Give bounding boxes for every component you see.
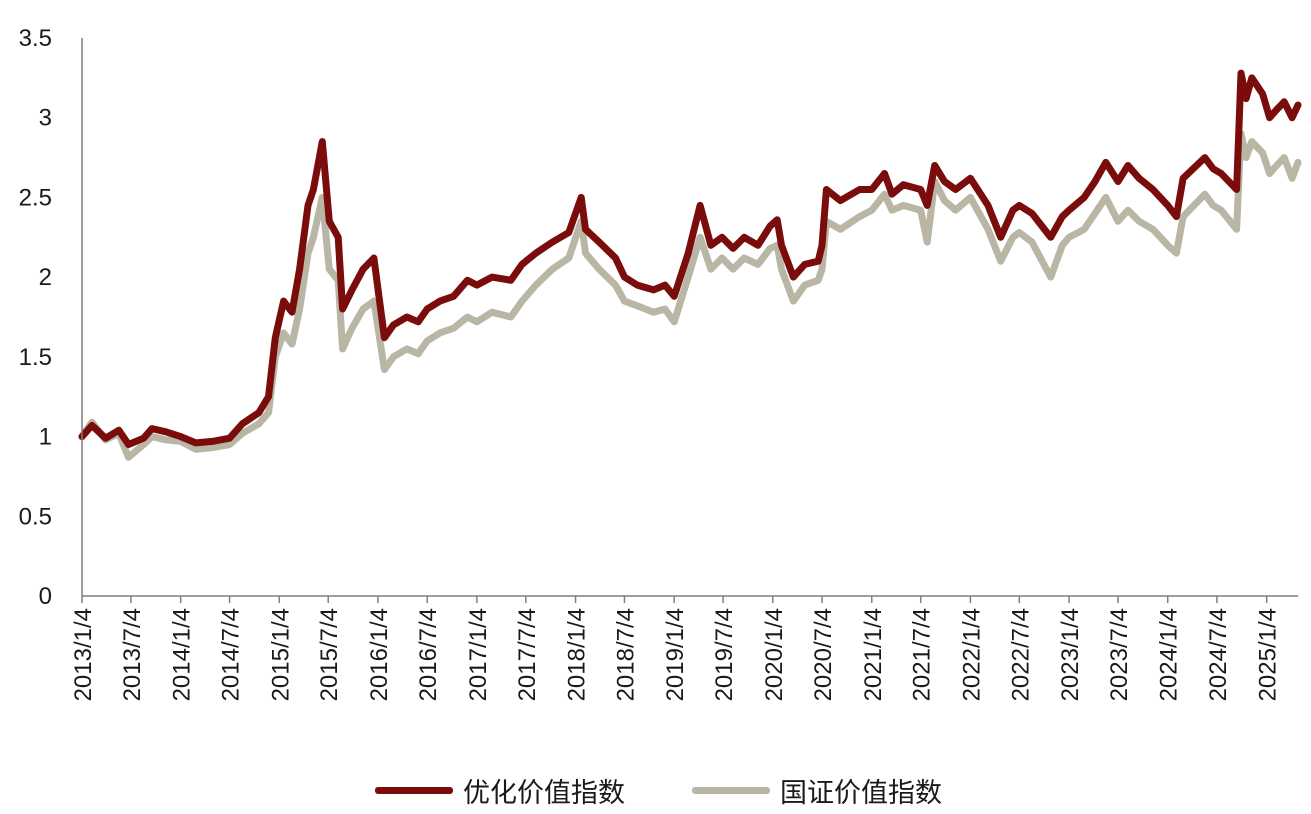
legend-swatch-series-2: [692, 786, 770, 794]
x-tick-label: 2022/1/4: [958, 608, 985, 701]
x-tick-label: 2013/1/4: [70, 608, 97, 701]
y-tick-label: 1: [39, 424, 52, 451]
x-tick-label: 2019/7/4: [711, 608, 738, 701]
x-tick-label: 2024/1/4: [1156, 608, 1183, 701]
x-tick-label: 2021/1/4: [860, 608, 887, 701]
y-tick-label: 1.5: [19, 344, 52, 371]
x-tick-label: 2025/1/4: [1255, 608, 1282, 701]
legend-swatch-series-1: [375, 786, 453, 794]
x-tick-label: 2020/1/4: [761, 608, 788, 701]
x-tick-label: 2016/1/4: [366, 608, 393, 701]
x-tick-label: 2013/7/4: [119, 608, 146, 701]
legend-label-series-2: 国证价值指数: [780, 777, 942, 809]
line-chart: 0 0.5 1 1.5 2 2.5 3 3.5 2013/1/4 2013/7/4 2014/1/4…: [19, 25, 1302, 701]
y-tick-label: 3.5: [19, 25, 52, 52]
series-line-1: [78, 69, 1302, 448]
y-tick-label: 3: [39, 105, 52, 132]
x-tick-label: 2023/1/4: [1057, 608, 1084, 701]
x-tick-label: 2019/1/4: [662, 608, 689, 701]
y-tick-label: 0.5: [19, 503, 52, 530]
x-tick-label: 2018/1/4: [564, 608, 591, 701]
axes: 0 0.5 1 1.5 2 2.5 3 3.5 2013/1/4 2013/7/4 2014/1/4…: [19, 25, 1298, 701]
y-tick-label: 2.5: [19, 184, 52, 211]
x-tick-label: 2024/7/4: [1205, 608, 1232, 701]
x-tick-label: 2015/1/4: [267, 608, 294, 701]
x-tick-label: 2017/7/4: [514, 608, 541, 701]
legend: 优化价值指数 国证价值指数: [0, 766, 1311, 814]
x-tick-label: 2021/7/4: [909, 608, 936, 701]
x-tick-label: 2023/7/4: [1106, 608, 1133, 701]
legend-item-series-2: 国证价值指数: [692, 766, 942, 814]
x-tick-label: 2014/7/4: [218, 608, 245, 701]
x-tick-label: 2020/7/4: [810, 608, 837, 701]
x-tick-label: 2017/1/4: [465, 608, 492, 701]
x-tick-label: 2015/7/4: [316, 608, 343, 701]
x-tick-label: 2014/1/4: [169, 608, 196, 701]
y-tick-label: 0: [39, 583, 52, 610]
legend-item-series-1: 优化价值指数: [375, 766, 625, 814]
x-tick-label: 2022/7/4: [1007, 608, 1034, 701]
x-tick-label: 2018/7/4: [613, 608, 640, 701]
y-tick-label: 2: [39, 264, 52, 291]
legend-label-series-1: 优化价值指数: [463, 777, 625, 809]
series-layer: [78, 69, 1302, 461]
series-line-2: [78, 130, 1302, 461]
x-tick-label: 2016/7/4: [415, 608, 442, 701]
